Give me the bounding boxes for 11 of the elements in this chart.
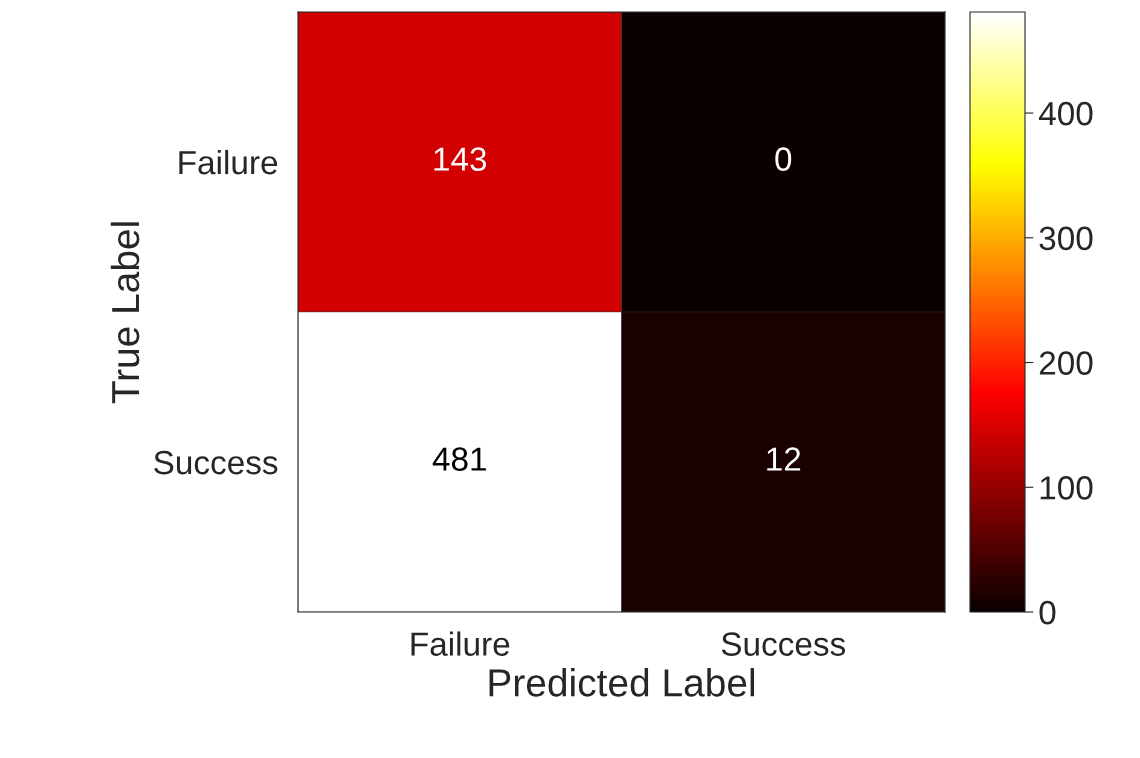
data-label: 143: [434, 147, 487, 171]
color-bar-label: 200: [1039, 351, 1093, 375]
data-label: 481: [432, 447, 486, 471]
color-bar-label: 300: [1039, 226, 1093, 251]
x-axis-title: Predicted Label: [489, 668, 755, 697]
color-bar-label: 400: [1038, 101, 1093, 126]
y-axis-title: True Label: [110, 222, 140, 404]
data-label: 0: [775, 147, 792, 171]
data-label: 12: [767, 447, 801, 471]
color-bar-label: 100: [1040, 476, 1093, 500]
color-bar-label: 0: [1039, 600, 1056, 625]
